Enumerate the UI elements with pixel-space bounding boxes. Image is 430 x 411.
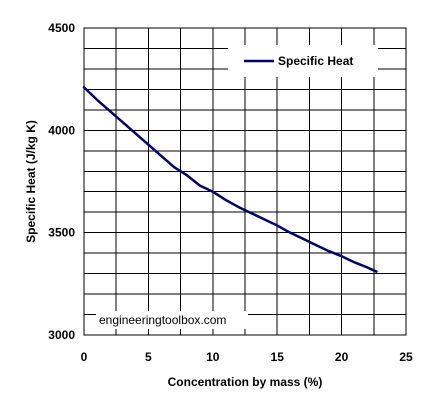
- plot-area: [83, 27, 407, 336]
- tick-labels: 0 5 10 15 20 25 3000 3500 4000 4500: [48, 21, 413, 364]
- x-tick-label: 20: [335, 350, 349, 364]
- y-tick-label: 3500: [48, 226, 75, 240]
- series-line-specific-heat: [82, 86, 378, 273]
- x-tick-label: 0: [81, 350, 88, 364]
- x-axis-label: Concentration by mass (%): [168, 375, 323, 389]
- legend: Specific Heat: [228, 45, 378, 77]
- watermark: engineeringtoolbox.com: [99, 313, 226, 327]
- y-tick-label: 3000: [48, 328, 75, 342]
- y-tick-label: 4500: [48, 21, 75, 35]
- x-tick-label: 10: [206, 350, 220, 364]
- watermark-background: [96, 311, 248, 329]
- y-tick-label: 4000: [48, 123, 75, 137]
- grid: [84, 28, 406, 335]
- x-tick-label: 25: [399, 350, 413, 364]
- x-tick-label: 5: [145, 350, 152, 364]
- legend-label: Specific Heat: [278, 54, 353, 68]
- x-tick-label: 15: [271, 350, 285, 364]
- y-axis-label: Specific Heat (J/kg K): [24, 120, 38, 243]
